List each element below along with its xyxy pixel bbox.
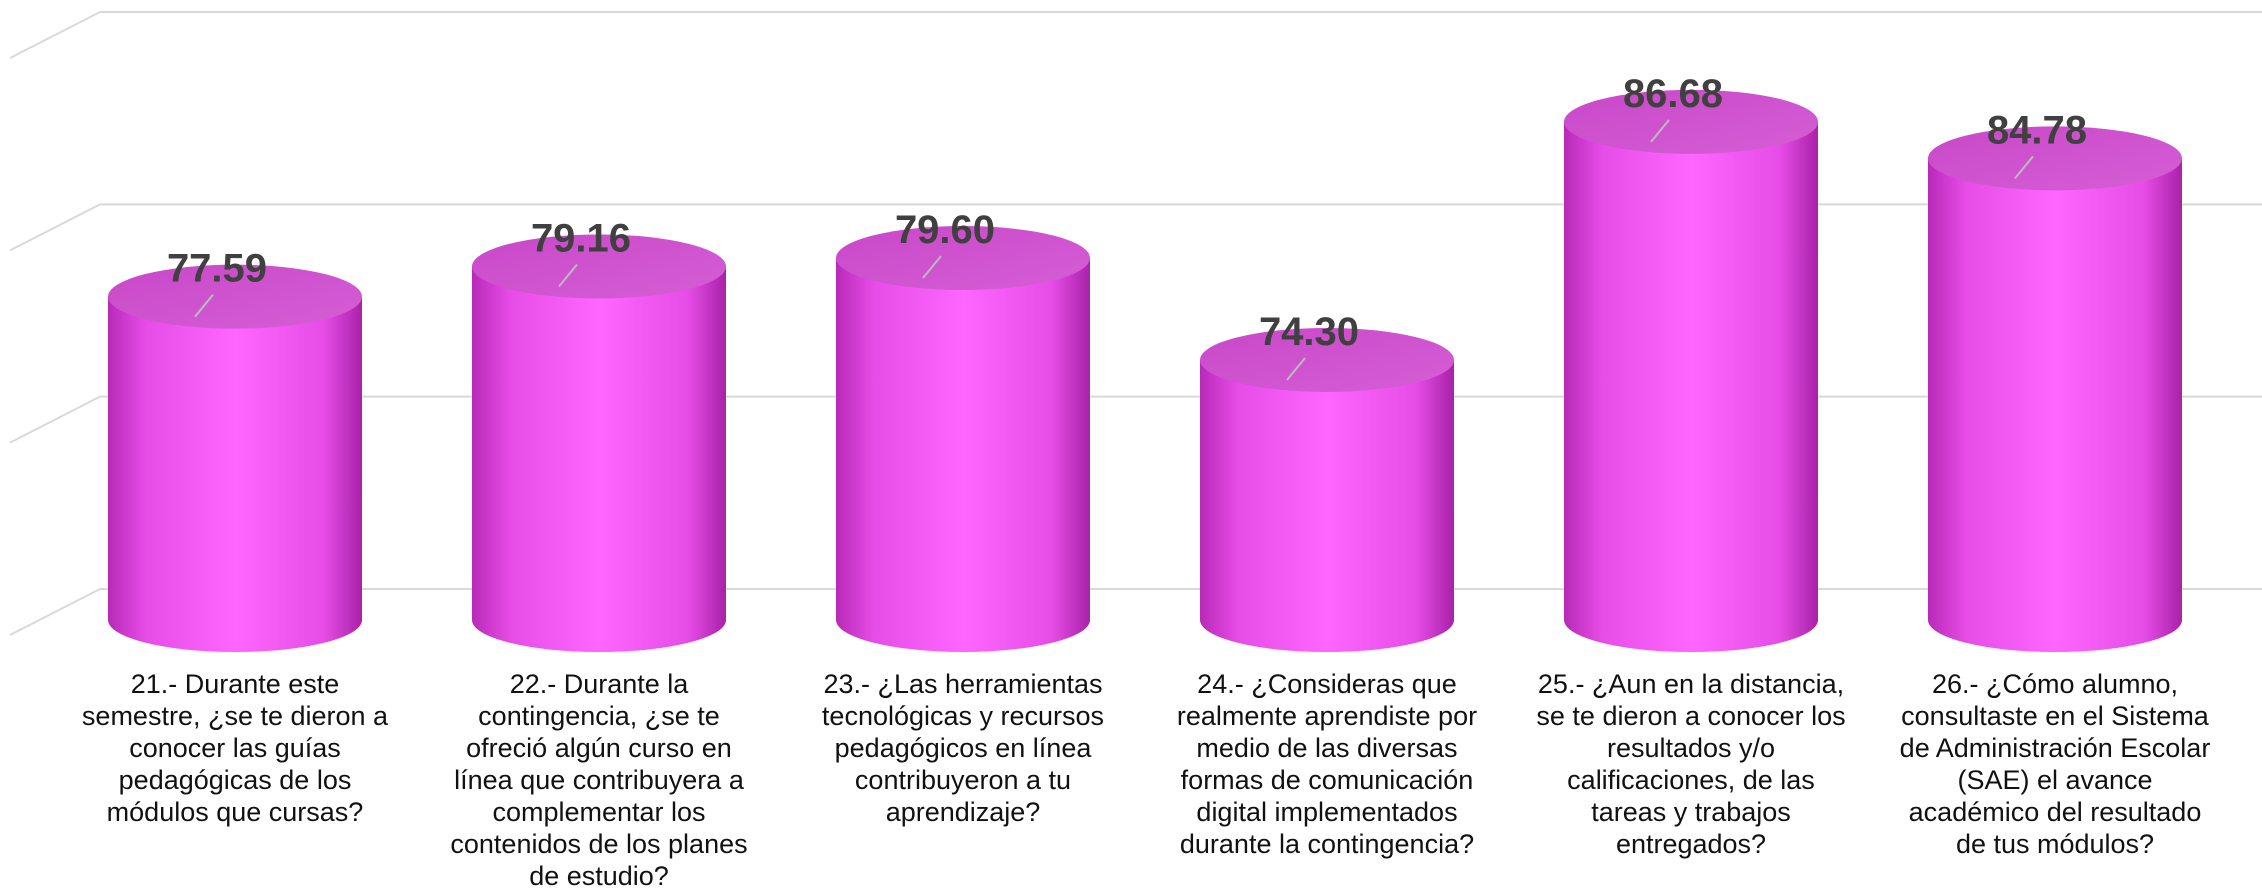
x-tick-label: 23.- ¿Las herramientas tecnológicas y re… — [821, 669, 1105, 827]
data-label: 79.16 — [531, 216, 631, 260]
leader-line — [1286, 357, 1306, 381]
x-tick-label: 24.- ¿Consideras que realmente aprendist… — [1176, 669, 1478, 859]
leader-line — [558, 263, 578, 288]
data-label: 86.68 — [1623, 72, 1723, 116]
bar-top — [836, 226, 1090, 291]
bar — [836, 258, 1090, 652]
grid-line-side — [9, 588, 101, 636]
x-tick-label: 26.- ¿Cómo alumno, consultaste en el Sis… — [1899, 669, 2211, 859]
data-label: 84.78 — [1987, 108, 2087, 152]
data-label: 77.59 — [167, 247, 267, 291]
x-tick-label: 21.- Durante este semestre, ¿se te diero… — [81, 669, 389, 827]
x-tick-label: 25.- ¿Aun en la distancia, se te dieron … — [1536, 669, 1846, 859]
bar — [1928, 158, 2182, 652]
grid-line-side — [9, 11, 101, 59]
bar-top — [1564, 89, 1818, 154]
bar — [1200, 359, 1454, 652]
grid-line-side — [9, 203, 101, 252]
x-tick-label: 22.- Durante la contingencia, ¿se te ofr… — [450, 669, 748, 889]
bar — [108, 296, 362, 652]
leader-line — [2014, 155, 2034, 180]
data-label: 74.30 — [1259, 310, 1359, 354]
bar-top — [472, 234, 726, 299]
leader-line — [1650, 119, 1670, 143]
leader-line — [922, 255, 942, 279]
data-label: 79.60 — [895, 208, 995, 252]
grid-line-side — [9, 395, 101, 444]
bar-top — [1200, 327, 1454, 392]
leader-line — [194, 294, 214, 318]
bar-top — [1928, 126, 2182, 191]
bar — [1564, 121, 1818, 652]
bar — [472, 266, 726, 652]
bar-top — [108, 264, 362, 329]
